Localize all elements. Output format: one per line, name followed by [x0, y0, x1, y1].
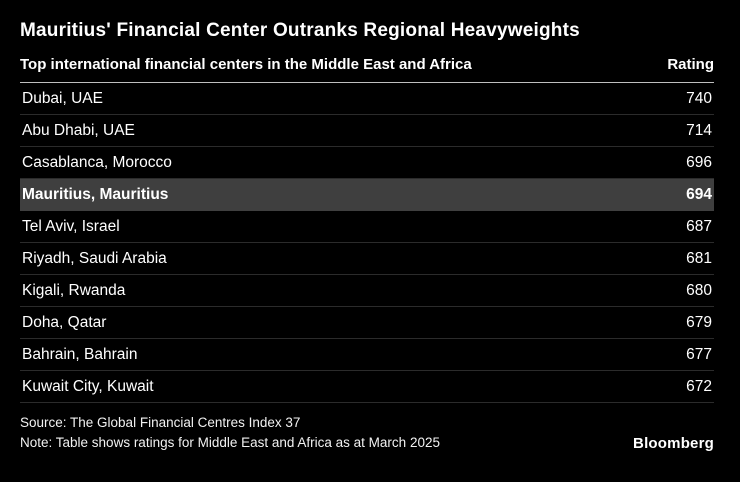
row-city: Kuwait City, Kuwait — [22, 377, 154, 395]
row-city: Riyadh, Saudi Arabia — [22, 249, 167, 267]
source-note: Source: The Global Financial Centres Ind… — [20, 415, 301, 430]
table-row: Casablanca, Morocco 696 — [20, 147, 714, 179]
table-row: Bahrain, Bahrain 677 — [20, 339, 714, 371]
table-row: Riyadh, Saudi Arabia 681 — [20, 243, 714, 275]
methodology-note: Note: Table shows ratings for Middle Eas… — [20, 435, 440, 451]
table-row: Kigali, Rwanda 680 — [20, 275, 714, 307]
row-city: Mauritius, Mauritius — [22, 185, 169, 203]
row-rating: 680 — [686, 281, 712, 299]
row-rating: 681 — [686, 249, 712, 267]
row-city: Tel Aviv, Israel — [22, 217, 120, 235]
table-row: Tel Aviv, Israel 687 — [20, 211, 714, 243]
table-row: Mauritius, Mauritius 694 — [20, 179, 714, 211]
table-row: Dubai, UAE 740 — [20, 83, 714, 115]
bloomberg-logo: Bloomberg — [633, 434, 714, 452]
table-row: Kuwait City, Kuwait 672 — [20, 371, 714, 403]
row-rating: 694 — [686, 185, 712, 203]
row-city: Casablanca, Morocco — [22, 153, 172, 171]
row-rating: 679 — [686, 313, 712, 331]
row-city: Dubai, UAE — [22, 89, 103, 107]
row-city: Doha, Qatar — [22, 313, 107, 331]
row-rating: 687 — [686, 217, 712, 235]
table-header-rating: Rating — [667, 56, 714, 73]
table-row: Abu Dhabi, UAE 714 — [20, 115, 714, 147]
footnotes: Source: The Global Financial Centres Ind… — [20, 413, 440, 454]
table-row: Doha, Qatar 679 — [20, 307, 714, 339]
chart-title: Mauritius' Financial Center Outranks Reg… — [20, 20, 580, 41]
row-city: Kigali, Rwanda — [22, 281, 126, 299]
row-city: Abu Dhabi, UAE — [22, 121, 135, 139]
row-rating: 677 — [686, 345, 712, 363]
row-rating: 714 — [686, 121, 712, 139]
table-body: Dubai, UAE 740 Abu Dhabi, UAE 714 Casabl… — [20, 83, 714, 403]
row-city: Bahrain, Bahrain — [22, 345, 138, 363]
table-header-centers: Top international financial centers in t… — [20, 56, 472, 73]
chart-footer: Source: The Global Financial Centres Ind… — [20, 413, 714, 454]
row-rating: 696 — [686, 153, 712, 171]
row-rating: 740 — [686, 89, 712, 107]
table-header-row: Top international financial centers in t… — [20, 56, 714, 83]
row-rating: 672 — [686, 377, 712, 395]
